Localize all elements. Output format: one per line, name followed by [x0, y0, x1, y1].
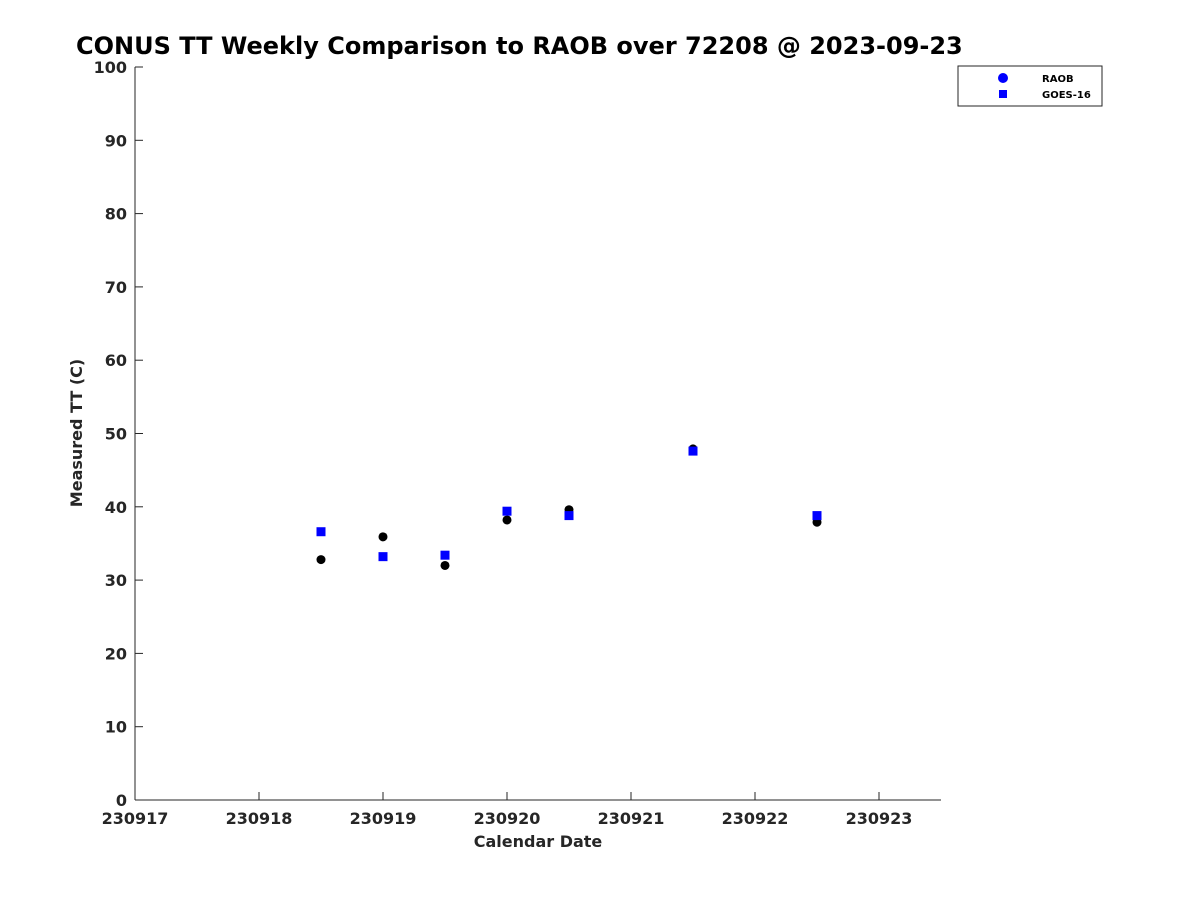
- square-point: [440, 550, 450, 560]
- data-marks: [316, 444, 822, 570]
- y-tick-label: 100: [94, 58, 127, 77]
- square-point: [502, 506, 512, 516]
- x-axis-label: Calendar Date: [474, 832, 603, 851]
- circle-point: [502, 515, 512, 525]
- series-raob: [316, 444, 822, 570]
- x-tick-label: 230917: [102, 809, 169, 828]
- axes: 230917 230918 230919 230920 230921 230922 2309…: [94, 58, 941, 828]
- series-goes-16: [316, 446, 822, 562]
- legend-box: [957, 65, 1103, 107]
- legend-circle-marker: [998, 73, 1008, 83]
- legend-label: RAOB: [1042, 74, 1074, 85]
- circle-point: [440, 560, 450, 570]
- y-tick-label: 50: [105, 425, 127, 444]
- y-tick-label: 90: [105, 131, 127, 150]
- circle-point: [316, 555, 326, 565]
- y-tick-label: 20: [105, 644, 127, 663]
- circle-point: [378, 532, 388, 542]
- y-tick-label: 40: [105, 498, 127, 517]
- x-tick-label: 230922: [722, 809, 789, 828]
- square-point: [316, 527, 326, 537]
- x-tick-label: 230923: [846, 809, 913, 828]
- y-tick-label: 80: [105, 205, 127, 224]
- square-point: [378, 552, 388, 562]
- legend-label: GOES-16: [1042, 90, 1091, 101]
- y-axis-label: Measured TT (C): [67, 359, 86, 507]
- legend: RAOB GOES-16: [957, 65, 1103, 107]
- chart-title: CONUS TT Weekly Comparison to RAOB over …: [76, 32, 963, 60]
- y-tick-label: 0: [116, 791, 127, 810]
- x-tick-label: 230920: [474, 809, 541, 828]
- legend-square-marker: [999, 90, 1007, 98]
- square-point: [688, 446, 698, 456]
- y-tick-label: 30: [105, 571, 127, 590]
- y-tick-label: 60: [105, 351, 127, 370]
- x-tick-label: 230919: [350, 809, 417, 828]
- square-point: [564, 511, 574, 521]
- y-tick-label: 70: [105, 278, 127, 297]
- x-tick-label: 230918: [226, 809, 293, 828]
- x-tick-label: 230921: [598, 809, 665, 828]
- y-tick-label: 10: [105, 718, 127, 737]
- square-point: [812, 511, 822, 521]
